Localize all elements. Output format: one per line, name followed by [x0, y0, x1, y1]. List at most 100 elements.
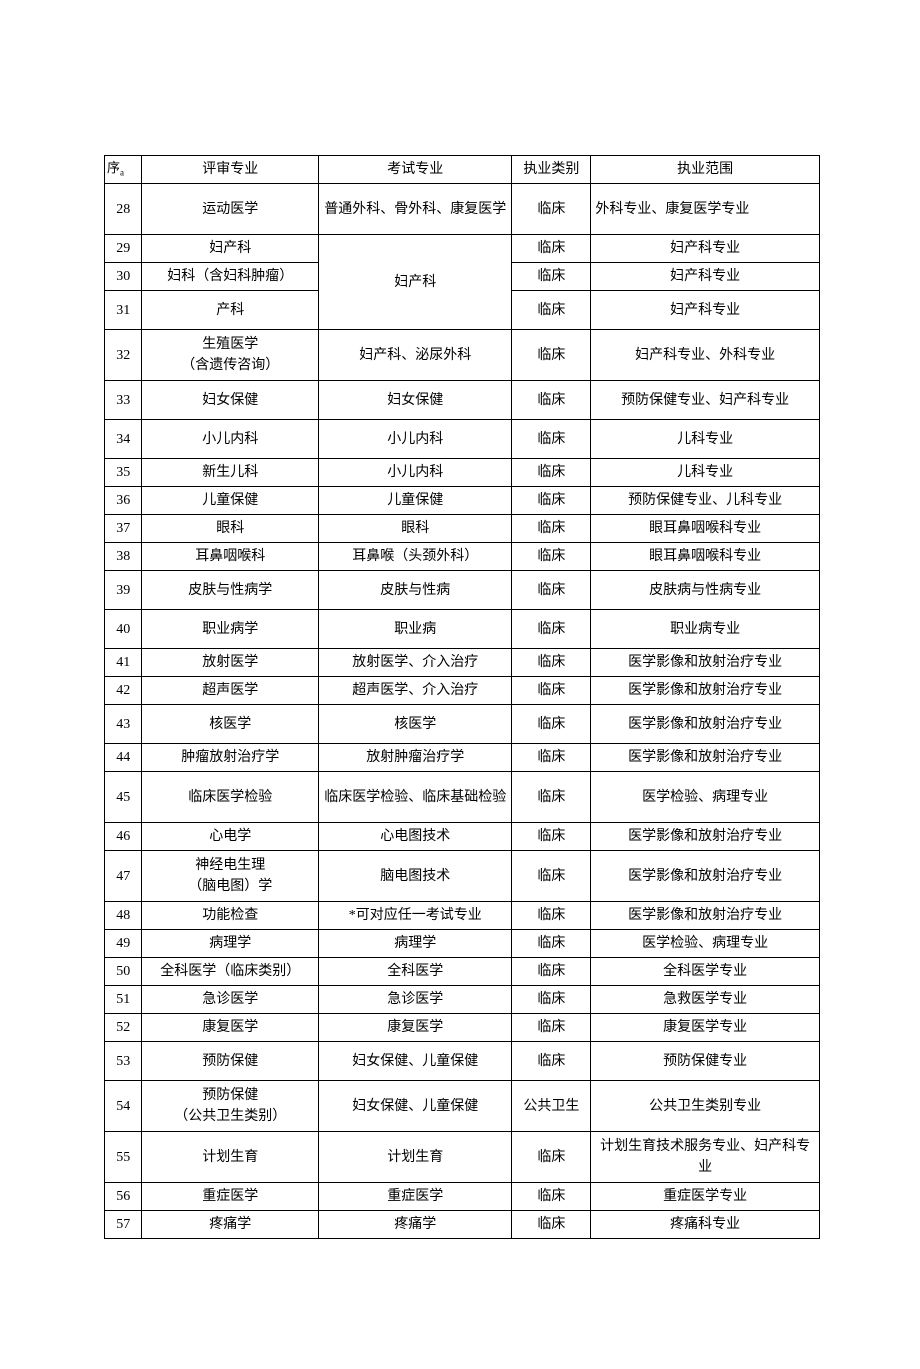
table-row: 50全科医学（临床类别）全科医学临床全科医学专业	[105, 958, 820, 986]
table-row: 43核医学核医学临床医学影像和放射治疗专业	[105, 705, 820, 744]
cell-seq: 48	[105, 902, 142, 930]
cell-review: 新生儿科	[142, 459, 319, 487]
cell-exam: 妇女保健、儿童保健	[319, 1081, 512, 1132]
cell-seq: 44	[105, 744, 142, 772]
cell-category: 临床	[512, 772, 591, 823]
cell-category: 临床	[512, 986, 591, 1014]
cell-review: 产科	[142, 291, 319, 330]
cell-exam: 妇女保健	[319, 381, 512, 420]
cell-exam: 超声医学、介入治疗	[319, 677, 512, 705]
cell-category: 临床	[512, 515, 591, 543]
cell-review: 职业病学	[142, 610, 319, 649]
cell-scope: 医学影像和放射治疗专业	[591, 902, 820, 930]
cell-exam: 核医学	[319, 705, 512, 744]
table-row: 37眼科眼科临床眼耳鼻咽喉科专业	[105, 515, 820, 543]
cell-seq: 47	[105, 851, 142, 902]
table-row: 36儿童保健儿童保健临床预防保健专业、儿科专业	[105, 487, 820, 515]
cell-review: 康复医学	[142, 1014, 319, 1042]
cell-seq: 56	[105, 1183, 142, 1211]
cell-exam: 心电图技术	[319, 823, 512, 851]
cell-exam: 小儿内科	[319, 459, 512, 487]
cell-review: 皮肤与性病学	[142, 571, 319, 610]
cell-seq: 37	[105, 515, 142, 543]
cell-category: 临床	[512, 1211, 591, 1239]
cell-scope: 儿科专业	[591, 420, 820, 459]
cell-category: 公共卫生	[512, 1081, 591, 1132]
cell-scope: 医学影像和放射治疗专业	[591, 851, 820, 902]
cell-seq: 55	[105, 1132, 142, 1183]
cell-exam: 普通外科、骨外科、康复医学	[319, 184, 512, 235]
table-row: 38耳鼻咽喉科耳鼻喉（头颈外科）临床眼耳鼻咽喉科专业	[105, 543, 820, 571]
cell-category: 临床	[512, 1014, 591, 1042]
cell-seq: 46	[105, 823, 142, 851]
cell-scope: 急救医学专业	[591, 986, 820, 1014]
cell-review: 耳鼻咽喉科	[142, 543, 319, 571]
table-row: 49病理学病理学临床医学检验、病理专业	[105, 930, 820, 958]
cell-seq: 30	[105, 263, 142, 291]
cell-review: 计划生育	[142, 1132, 319, 1183]
table-row: 57疼痛学疼痛学临床疼痛科专业	[105, 1211, 820, 1239]
cell-scope: 皮肤病与性病专业	[591, 571, 820, 610]
cell-exam: *可对应任一考试专业	[319, 902, 512, 930]
table-row: 46心电学心电图技术临床医学影像和放射治疗专业	[105, 823, 820, 851]
cell-exam: 妇女保健、儿童保健	[319, 1042, 512, 1081]
table-row: 51急诊医学急诊医学临床急救医学专业	[105, 986, 820, 1014]
cell-review: 疼痛学	[142, 1211, 319, 1239]
cell-seq: 29	[105, 235, 142, 263]
cell-category: 临床	[512, 543, 591, 571]
cell-exam: 职业病	[319, 610, 512, 649]
cell-category: 临床	[512, 459, 591, 487]
cell-seq: 52	[105, 1014, 142, 1042]
cell-exam: 计划生育	[319, 1132, 512, 1183]
table-row: 41放射医学放射医学、介入治疗临床医学影像和放射治疗专业	[105, 649, 820, 677]
table-row: 35新生儿科小儿内科临床儿科专业	[105, 459, 820, 487]
cell-scope: 医学检验、病理专业	[591, 772, 820, 823]
table-row: 48功能检查*可对应任一考试专业临床医学影像和放射治疗专业	[105, 902, 820, 930]
cell-category: 临床	[512, 1183, 591, 1211]
cell-seq: 53	[105, 1042, 142, 1081]
cell-exam: 眼科	[319, 515, 512, 543]
cell-review: 生殖医学（含遗传咨询）	[142, 330, 319, 381]
cell-seq: 57	[105, 1211, 142, 1239]
cell-scope: 预防保健专业	[591, 1042, 820, 1081]
cell-category: 临床	[512, 235, 591, 263]
cell-scope: 医学检验、病理专业	[591, 930, 820, 958]
table-row: 42超声医学超声医学、介入治疗临床医学影像和放射治疗专业	[105, 677, 820, 705]
cell-scope: 重症医学专业	[591, 1183, 820, 1211]
cell-exam: 康复医学	[319, 1014, 512, 1042]
col-header-review: 评审专业	[142, 156, 319, 184]
cell-seq: 54	[105, 1081, 142, 1132]
cell-category: 临床	[512, 930, 591, 958]
cell-exam: 耳鼻喉（头颈外科）	[319, 543, 512, 571]
cell-seq: 41	[105, 649, 142, 677]
cell-exam: 妇产科	[319, 235, 512, 330]
cell-review: 儿童保健	[142, 487, 319, 515]
cell-review: 核医学	[142, 705, 319, 744]
cell-review: 妇产科	[142, 235, 319, 263]
cell-scope: 医学影像和放射治疗专业	[591, 705, 820, 744]
cell-exam: 儿童保健	[319, 487, 512, 515]
cell-seq: 43	[105, 705, 142, 744]
cell-scope: 预防保健专业、妇产科专业	[591, 381, 820, 420]
cell-review: 肿瘤放射治疗学	[142, 744, 319, 772]
cell-review: 重症医学	[142, 1183, 319, 1211]
cell-exam: 脑电图技术	[319, 851, 512, 902]
cell-exam: 临床医学检验、临床基础检验	[319, 772, 512, 823]
table-row: 52康复医学康复医学临床康复医学专业	[105, 1014, 820, 1042]
cell-seq: 36	[105, 487, 142, 515]
cell-scope: 医学影像和放射治疗专业	[591, 823, 820, 851]
cell-seq: 39	[105, 571, 142, 610]
cell-scope: 医学影像和放射治疗专业	[591, 744, 820, 772]
col-header-scope: 执业范围	[591, 156, 820, 184]
cell-seq: 40	[105, 610, 142, 649]
cell-seq: 35	[105, 459, 142, 487]
cell-category: 临床	[512, 851, 591, 902]
cell-category: 临床	[512, 487, 591, 515]
cell-review: 神经电生理（脑电图）学	[142, 851, 319, 902]
cell-category: 临床	[512, 677, 591, 705]
cell-scope: 外科专业、康复医学专业	[591, 184, 820, 235]
cell-scope: 眼耳鼻咽喉科专业	[591, 515, 820, 543]
table-row: 45临床医学检验临床医学检验、临床基础检验临床医学检验、病理专业	[105, 772, 820, 823]
cell-category: 临床	[512, 610, 591, 649]
cell-review: 功能检查	[142, 902, 319, 930]
